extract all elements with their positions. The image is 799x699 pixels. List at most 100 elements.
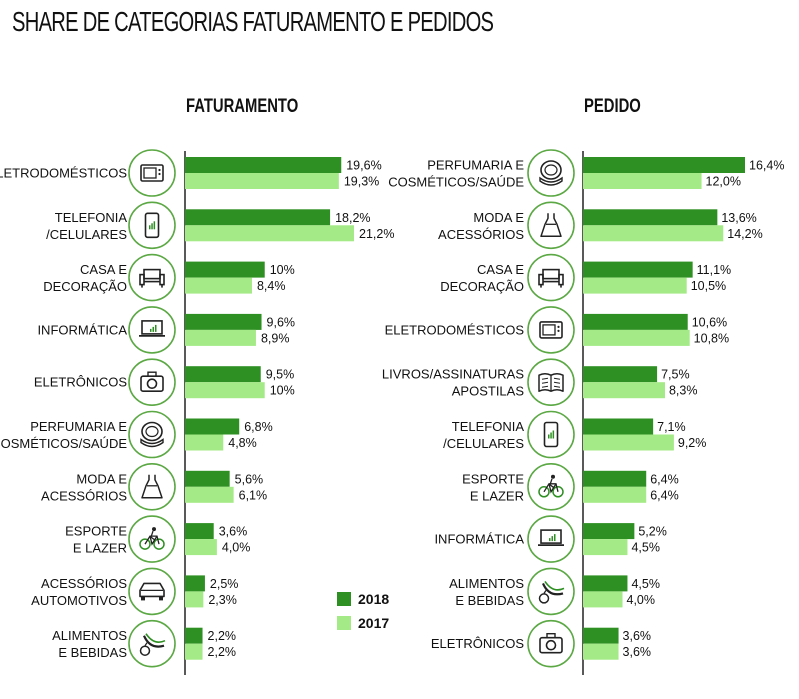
pedido-bar-2018 [583,157,745,173]
faturamento-value-label-2017: 21,2% [359,227,394,241]
dress-icon [527,201,575,250]
faturamento-bar-2018 [185,523,214,540]
faturamento-bar-2017 [185,277,252,294]
pedido-value-label-2018: 6,4% [650,472,679,486]
pedido-value-label-2018: 10,6% [692,315,727,329]
faturamento-category-label: ALIMENTOS [52,628,127,643]
faturamento-category-label: E LAZER [73,541,127,556]
pedido-category-label: ACESSÓRIOS [438,227,524,242]
compact-mirror-icon [128,410,176,459]
pedido-bar-2017 [583,591,623,608]
faturamento-value-label-2017: 19,3% [344,175,379,189]
pedido-bar-2018 [583,261,693,278]
pedido-category-label: ELETRODOMÉSTICOS [385,322,525,337]
pedido-category-label: INFORMÁTICA [434,532,524,547]
pedido-bar-2018 [583,523,635,540]
pedido-category-label: COSMÉTICOS/SAÚDE [388,175,524,190]
pedido-category-label: CASA E [477,262,524,277]
faturamento-category-label: AUTOMOTIVOS [31,593,127,608]
faturamento-bar-2017 [185,434,224,451]
legend-label-2018: 2018 [358,591,389,607]
pedido-category-label: E LAZER [470,488,524,503]
faturamento-value-label-2018: 10% [270,263,295,277]
faturamento-value-label-2017: 2,2% [208,645,237,659]
faturamento-value-label-2018: 18,2% [335,211,370,225]
pedido-value-label-2018: 7,1% [657,420,686,434]
pedido-bar-2018 [583,627,619,644]
dress-icon [128,462,176,511]
microwave-icon [128,149,176,197]
faturamento-category-label: /CELULARES [46,227,127,242]
pedido-bar-2017 [583,539,628,556]
faturamento-value-label-2018: 2,2% [208,629,237,643]
faturamento-value-label-2017: 10% [270,384,295,398]
pedido-category-label: ELETRÔNICOS [431,636,525,651]
faturamento-value-label-2018: 9,5% [266,368,295,382]
pedido-value-label-2018: 16,4% [749,159,784,173]
faturamento-bar-2018 [185,209,331,226]
book-icon [527,358,575,407]
faturamento-bar-2017 [185,173,339,189]
faturamento-value-label-2017: 2,3% [208,593,237,607]
pedido-bar-2017 [583,329,690,346]
pedido-value-label-2017: 8,3% [669,384,698,398]
pedido-bar-2018 [583,470,647,487]
pedido-bar-2018 [583,366,658,383]
faturamento-category-label: CASA E [80,262,127,277]
pedido-category-label: TELEFONIA [452,419,525,434]
pedido-value-label-2017: 9,2% [678,436,707,450]
faturamento-category-label: ACESSÓRIOS [41,488,127,503]
faturamento-bar-2018 [185,418,240,435]
legend-swatch-2018 [337,592,351,606]
faturamento-title: FATURAMENTO [186,96,299,117]
faturamento-bar-2018 [185,470,230,487]
pedido-category-label: MODA E [473,210,524,225]
faturamento-value-label-2018: 2,5% [210,577,239,591]
pedido-bar-2017 [583,173,702,189]
faturamento-value-label-2018: 6,8% [244,420,273,434]
pedido-value-label-2017: 4,0% [627,593,656,607]
pedido-value-label-2018: 5,2% [638,525,667,539]
smartphone-icon [128,201,176,250]
pedido-title: PEDIDO [584,96,641,117]
pedido-category-label: ALIMENTOS [449,576,524,591]
faturamento-value-label-2017: 4,8% [228,436,257,450]
faturamento-category-label: E BEBIDAS [58,645,127,660]
pedido-bar-2017 [583,382,665,399]
pedido-value-label-2018: 3,6% [623,629,652,643]
pedido-value-label-2017: 3,6% [623,645,652,659]
faturamento-value-label-2018: 3,6% [219,525,248,539]
pedido-category-label: DECORAÇÃO [440,279,524,294]
faturamento-category-label: INFORMÁTICA [37,322,127,337]
compact-mirror-icon [527,149,575,197]
faturamento-value-label-2017: 4,0% [222,541,251,555]
legend-swatch-2017 [337,616,351,630]
pedido-bar-2018 [583,418,654,435]
pedido-bar-2017 [583,643,619,660]
faturamento-value-label-2017: 6,1% [239,488,268,502]
pedido-value-label-2017: 14,2% [727,227,762,241]
faturamento-bar-2018 [185,261,265,278]
faturamento-bar-2017 [185,643,203,660]
pedido-bar-2017 [583,486,647,503]
faturamento-value-label-2018: 9,6% [267,315,296,329]
camera-icon [527,619,575,668]
faturamento-category-label: TELEFONIA [55,210,128,225]
pedido-value-label-2017: 10,5% [691,279,726,293]
faturamento-category-label: COSMÉTICOS/SAÚDE [0,436,127,451]
pedido-bar-2018 [583,575,628,592]
pedido-value-label-2018: 7,5% [661,368,690,382]
faturamento-category-label: ELETRÔNICOS [34,375,128,390]
page-title: SHARE DE CATEGORIAS FATURAMENTO E PEDIDO… [12,6,494,37]
smartphone-icon [527,410,575,459]
faturamento-bar-2017 [185,539,217,556]
faturamento-bar-2017 [185,329,256,346]
faturamento-bar-2017 [185,486,234,503]
faturamento-value-label-2018: 5,6% [235,472,264,486]
faturamento-value-label-2017: 8,9% [261,331,290,345]
pedido-category-label: PERFUMARIA E [427,158,524,173]
faturamento-value-label-2017: 8,4% [257,279,286,293]
pedido-category-label: E BEBIDAS [455,593,524,608]
faturamento-category-label: ESPORTE [65,524,127,539]
faturamento-category-label: PERFUMARIA E [30,419,127,434]
